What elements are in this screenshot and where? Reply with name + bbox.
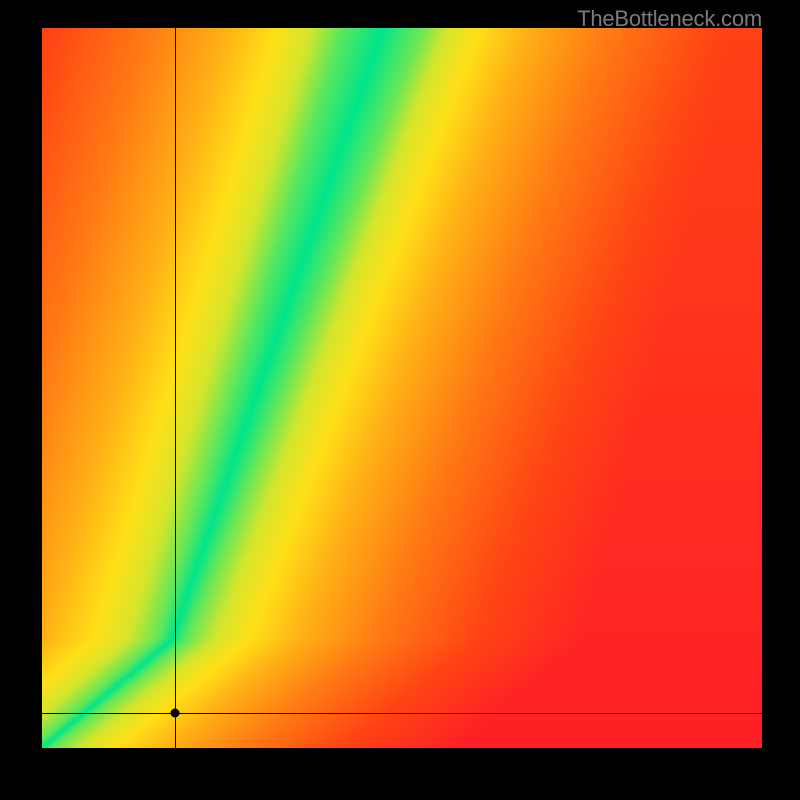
crosshair-horizontal xyxy=(42,713,762,714)
heatmap-canvas xyxy=(42,28,762,748)
watermark-text: TheBottleneck.com xyxy=(577,6,762,32)
crosshair-marker xyxy=(171,709,180,718)
heatmap-plot xyxy=(42,28,762,748)
crosshair-vertical xyxy=(175,28,176,748)
